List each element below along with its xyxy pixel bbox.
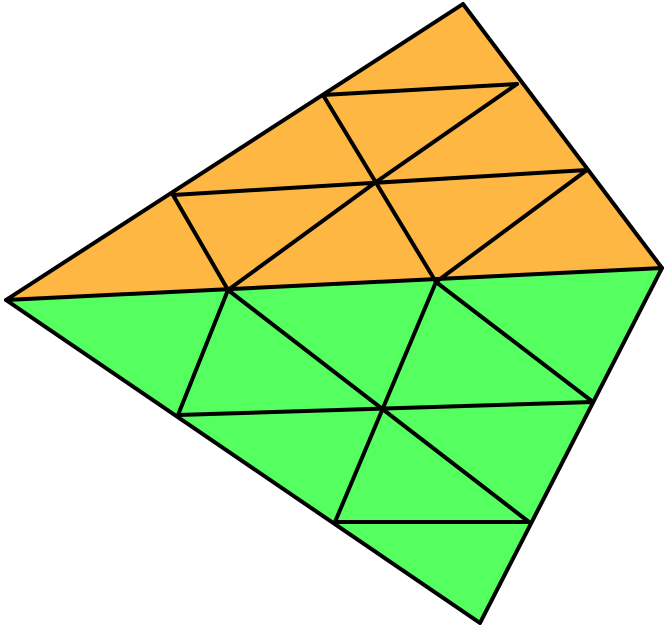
edge-line <box>434 280 595 404</box>
edge-line <box>381 280 438 410</box>
edge-line <box>321 82 519 97</box>
upper-region <box>6 4 662 300</box>
edge-line <box>321 93 438 284</box>
edge-line <box>176 288 230 417</box>
edge-line <box>374 82 519 184</box>
edge-line <box>434 168 589 284</box>
edge-line <box>171 168 589 197</box>
edge-line <box>171 193 230 292</box>
internal-edges <box>4 82 664 524</box>
edge-line <box>4 266 664 302</box>
edge-line <box>226 180 378 292</box>
lower-region <box>6 268 662 623</box>
edge-line <box>176 400 595 417</box>
edge-line <box>226 288 531 524</box>
edge-line <box>333 406 385 524</box>
